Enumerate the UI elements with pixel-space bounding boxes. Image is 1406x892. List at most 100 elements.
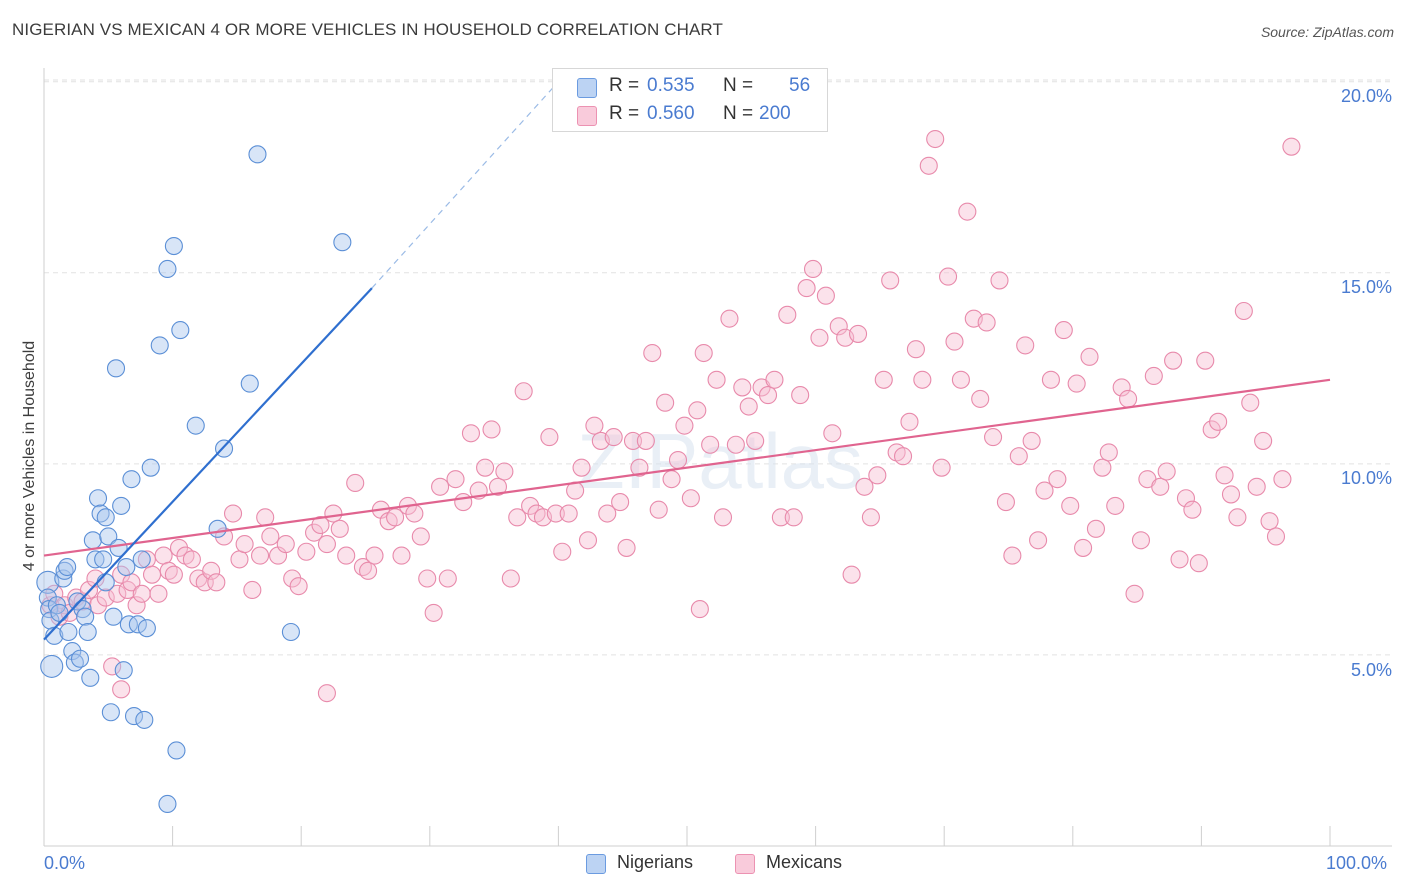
chart-title: NIGERIAN VS MEXICAN 4 OR MORE VEHICLES I… (12, 20, 723, 39)
mexicans-point (405, 504, 424, 523)
mexicans-point (127, 596, 146, 615)
stats-row-mexicans: R = 0.560 N = 200 (553, 99, 827, 129)
mexicans-point (604, 428, 623, 447)
mexicans-point (739, 397, 758, 416)
mexicans-point (1125, 584, 1144, 603)
nigerians-point (333, 233, 352, 252)
mexicans-point (1170, 550, 1189, 569)
mexicans-point (386, 508, 405, 527)
y-tick-label: 20.0% (1340, 86, 1392, 106)
mexicans-point (337, 546, 356, 565)
mexicans-point (1202, 420, 1221, 439)
mexicans-point (346, 473, 365, 493)
nigerians-point (112, 496, 131, 515)
mexicans-point (649, 500, 668, 519)
mexicans-point (977, 313, 996, 332)
mexicans-point (848, 324, 868, 343)
mexicans-point (939, 267, 958, 286)
nigerians-point (36, 570, 60, 594)
mexicans-point (514, 382, 533, 401)
mexicans-point (297, 542, 316, 561)
mexicans-point (919, 156, 938, 175)
mexicans-point (803, 259, 823, 279)
mexicans-swatch (577, 106, 597, 126)
mexicans-point (454, 493, 473, 512)
nigerians-point (171, 321, 190, 340)
mexicans-point (207, 573, 226, 592)
mexicans-point (418, 569, 437, 588)
mexicans-point (771, 508, 790, 527)
nigerians-point (122, 470, 141, 489)
n-value: 200 (759, 103, 791, 124)
mexicans-trend-line (43, 378, 1331, 557)
x-tick-label: 100.0% (1326, 853, 1388, 873)
nigerians-point (208, 519, 227, 538)
mexicans-point (893, 447, 913, 466)
mexicans-point (1260, 512, 1279, 531)
mexicans-point (103, 657, 122, 676)
watermark: ZIPatlas (577, 417, 863, 505)
mexicans-point (572, 458, 591, 477)
nigerians-trend-line (43, 287, 373, 641)
mexicans-point (108, 584, 127, 603)
mexicans-point (1266, 527, 1286, 546)
mexicans-point (926, 129, 945, 149)
mexicans-point (990, 271, 1009, 290)
mexicans-point (733, 378, 752, 397)
mexicans-point (996, 493, 1015, 512)
mexicans-point (424, 603, 443, 622)
mexicans-point (951, 370, 970, 389)
mexicans-point (553, 542, 572, 561)
mexicans-point (142, 565, 162, 584)
mexicans-point (874, 370, 893, 389)
mexicans-point (1074, 538, 1093, 557)
nigerians-point (158, 794, 177, 814)
nigerians-point (240, 374, 259, 393)
mexicans-point (1093, 458, 1112, 477)
mexicans-point (868, 466, 887, 485)
mexicans-point (713, 508, 733, 527)
mexicans-point (1119, 389, 1138, 408)
mexicans-point (132, 584, 151, 603)
mexicans-point (1061, 496, 1080, 515)
mexicans-point (585, 416, 604, 435)
mexicans-point (1009, 447, 1028, 466)
r-label: R = (609, 103, 640, 124)
mexicans-point (411, 527, 430, 546)
mexicans-point (662, 470, 681, 489)
mexicans-point (438, 569, 457, 588)
mexicans-point (261, 527, 280, 546)
mexicans-point (1022, 431, 1041, 450)
mexicans-point (861, 508, 880, 527)
mexicans-point (96, 588, 115, 607)
mexicans-point (283, 569, 302, 588)
mexicans-point (855, 477, 874, 496)
mexicans-point (546, 504, 565, 523)
mexicans-point (521, 496, 540, 515)
mexicans-point (230, 550, 249, 569)
mexicans-point (643, 343, 662, 363)
mexicans-point (169, 538, 189, 557)
nigerians-point (141, 458, 160, 477)
mexicans-point (1282, 137, 1301, 156)
mexicans-point (932, 458, 951, 477)
mexicans-point (1112, 378, 1131, 397)
nigerians-point (109, 538, 128, 557)
mexicans-point (1144, 366, 1163, 386)
nigerians-points (36, 145, 352, 814)
trend-lines (43, 81, 1331, 641)
mexicans-point (317, 684, 336, 703)
mexicans-point (1241, 393, 1260, 412)
mexicans-point (778, 305, 797, 324)
mexicans-point (578, 531, 598, 550)
nigerians-point (81, 668, 100, 687)
mexicans-point (668, 450, 688, 470)
mexicans-point (797, 279, 816, 298)
mexicans-point (88, 596, 108, 615)
mexicans-point (1035, 481, 1054, 500)
mexicans-point (726, 435, 745, 454)
y-tick-label: 10.0% (1340, 468, 1392, 488)
nigerians-point (50, 603, 69, 622)
n-value: 56 (789, 75, 811, 96)
mexicans-point (598, 504, 617, 523)
